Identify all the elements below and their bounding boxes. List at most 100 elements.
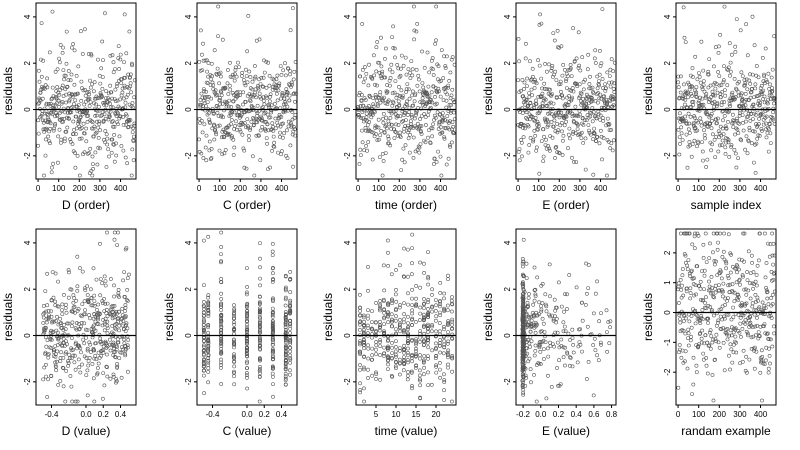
- data-point: [412, 28, 417, 33]
- data-point: [683, 349, 688, 354]
- data-point: [744, 134, 749, 139]
- data-point: [591, 91, 596, 96]
- data-point: [271, 382, 275, 387]
- data-point: [714, 82, 719, 86]
- data-point: [237, 127, 242, 132]
- data-point: [206, 111, 211, 116]
- data-point: [543, 62, 548, 66]
- data-point: [36, 101, 41, 106]
- data-point: [238, 93, 243, 98]
- data-point: [257, 399, 262, 404]
- data-point: [78, 346, 83, 351]
- data-point: [389, 111, 394, 116]
- data-point: [98, 146, 102, 151]
- data-point: [416, 77, 421, 82]
- data-point: [442, 136, 447, 141]
- data-point: [96, 350, 101, 355]
- data-point: [438, 375, 443, 380]
- data-point: [693, 54, 698, 59]
- data-point: [231, 137, 236, 142]
- data-point: [97, 355, 102, 360]
- data-point: [410, 311, 415, 316]
- data-point: [521, 135, 526, 140]
- data-point: [524, 41, 528, 46]
- data-point: [441, 324, 446, 329]
- data-point: [426, 282, 431, 287]
- data-point: [539, 94, 543, 99]
- data-point: [737, 277, 742, 282]
- data-point: [580, 55, 585, 60]
- data-point: [287, 93, 292, 98]
- data-point: [766, 149, 771, 154]
- data-point: [255, 111, 260, 115]
- data-point: [686, 111, 691, 116]
- data-point: [402, 312, 407, 317]
- data-point: [727, 353, 731, 358]
- data-point: [763, 46, 768, 51]
- data-point: [711, 250, 715, 255]
- data-point: [364, 143, 369, 148]
- x-tick-label: 200: [234, 184, 248, 193]
- y-tick-label: -2: [503, 152, 512, 160]
- data-point: [280, 92, 285, 97]
- data-point: [414, 68, 419, 72]
- data-point: [208, 83, 213, 88]
- data-point: [70, 94, 75, 99]
- data-point: [241, 78, 246, 82]
- data-point: [772, 324, 776, 329]
- data-point: [93, 319, 98, 324]
- data-point: [446, 273, 450, 278]
- data-point: [70, 45, 74, 50]
- data-point: [258, 330, 262, 335]
- data-point: [98, 128, 103, 133]
- data-point: [713, 155, 718, 160]
- data-point: [414, 111, 419, 116]
- data-point: [764, 135, 769, 140]
- data-point: [85, 346, 90, 351]
- data-point: [525, 104, 530, 109]
- data-point: [523, 126, 527, 131]
- data-point: [99, 92, 103, 97]
- data-point: [554, 113, 558, 118]
- data-point: [409, 59, 414, 64]
- points: [356, 4, 457, 178]
- data-point: [714, 117, 718, 122]
- data-point: [201, 353, 206, 358]
- data-point: [430, 126, 435, 131]
- data-point: [218, 70, 223, 75]
- data-point: [450, 369, 455, 374]
- data-point: [91, 376, 96, 381]
- x-tick-label: 300: [93, 184, 107, 193]
- data-point: [244, 366, 249, 371]
- data-point: [405, 314, 410, 319]
- data-point: [258, 158, 263, 163]
- data-point: [386, 98, 391, 103]
- data-point: [242, 121, 247, 125]
- data-point: [418, 383, 423, 388]
- data-point: [237, 109, 242, 114]
- data-point: [67, 117, 71, 121]
- data-point: [97, 122, 102, 126]
- data-point: [541, 321, 546, 326]
- x-axis-title: E (order): [542, 198, 589, 212]
- data-point: [270, 148, 275, 153]
- data-point: [394, 122, 398, 127]
- data-point: [206, 322, 211, 327]
- data-point: [728, 60, 733, 65]
- data-point: [604, 86, 608, 91]
- data-point: [434, 314, 439, 319]
- data-point: [741, 128, 746, 133]
- data-point: [283, 346, 288, 351]
- data-point: [258, 128, 263, 133]
- data-point: [267, 83, 272, 88]
- data-point: [410, 384, 414, 388]
- data-point: [732, 97, 737, 102]
- data-point: [121, 123, 126, 127]
- data-point: [405, 373, 410, 378]
- data-point: [686, 327, 691, 332]
- data-point: [370, 309, 374, 314]
- data-point: [426, 297, 431, 302]
- data-point: [61, 366, 66, 371]
- data-point: [65, 342, 69, 347]
- data-point: [379, 64, 384, 69]
